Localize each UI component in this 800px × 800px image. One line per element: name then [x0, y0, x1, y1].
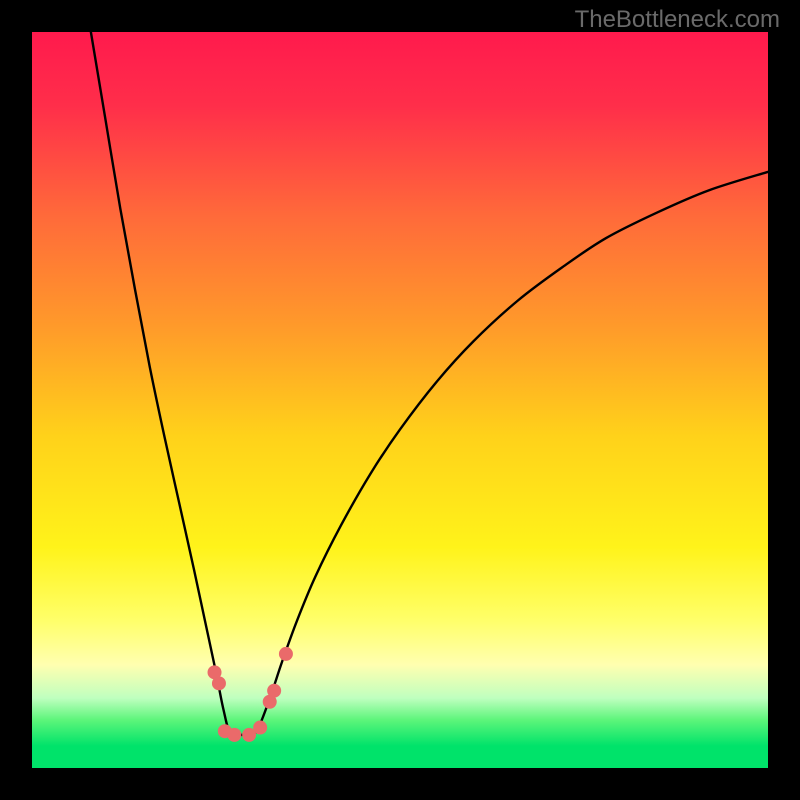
gradient-background [32, 32, 768, 768]
watermark-text: TheBottleneck.com [575, 6, 780, 34]
data-marker [227, 728, 241, 742]
data-marker [212, 676, 226, 690]
data-marker [253, 721, 267, 735]
chart-plot-area [32, 32, 768, 768]
data-marker [279, 647, 293, 661]
data-marker [267, 684, 281, 698]
bottleneck-curve-chart [32, 32, 768, 768]
